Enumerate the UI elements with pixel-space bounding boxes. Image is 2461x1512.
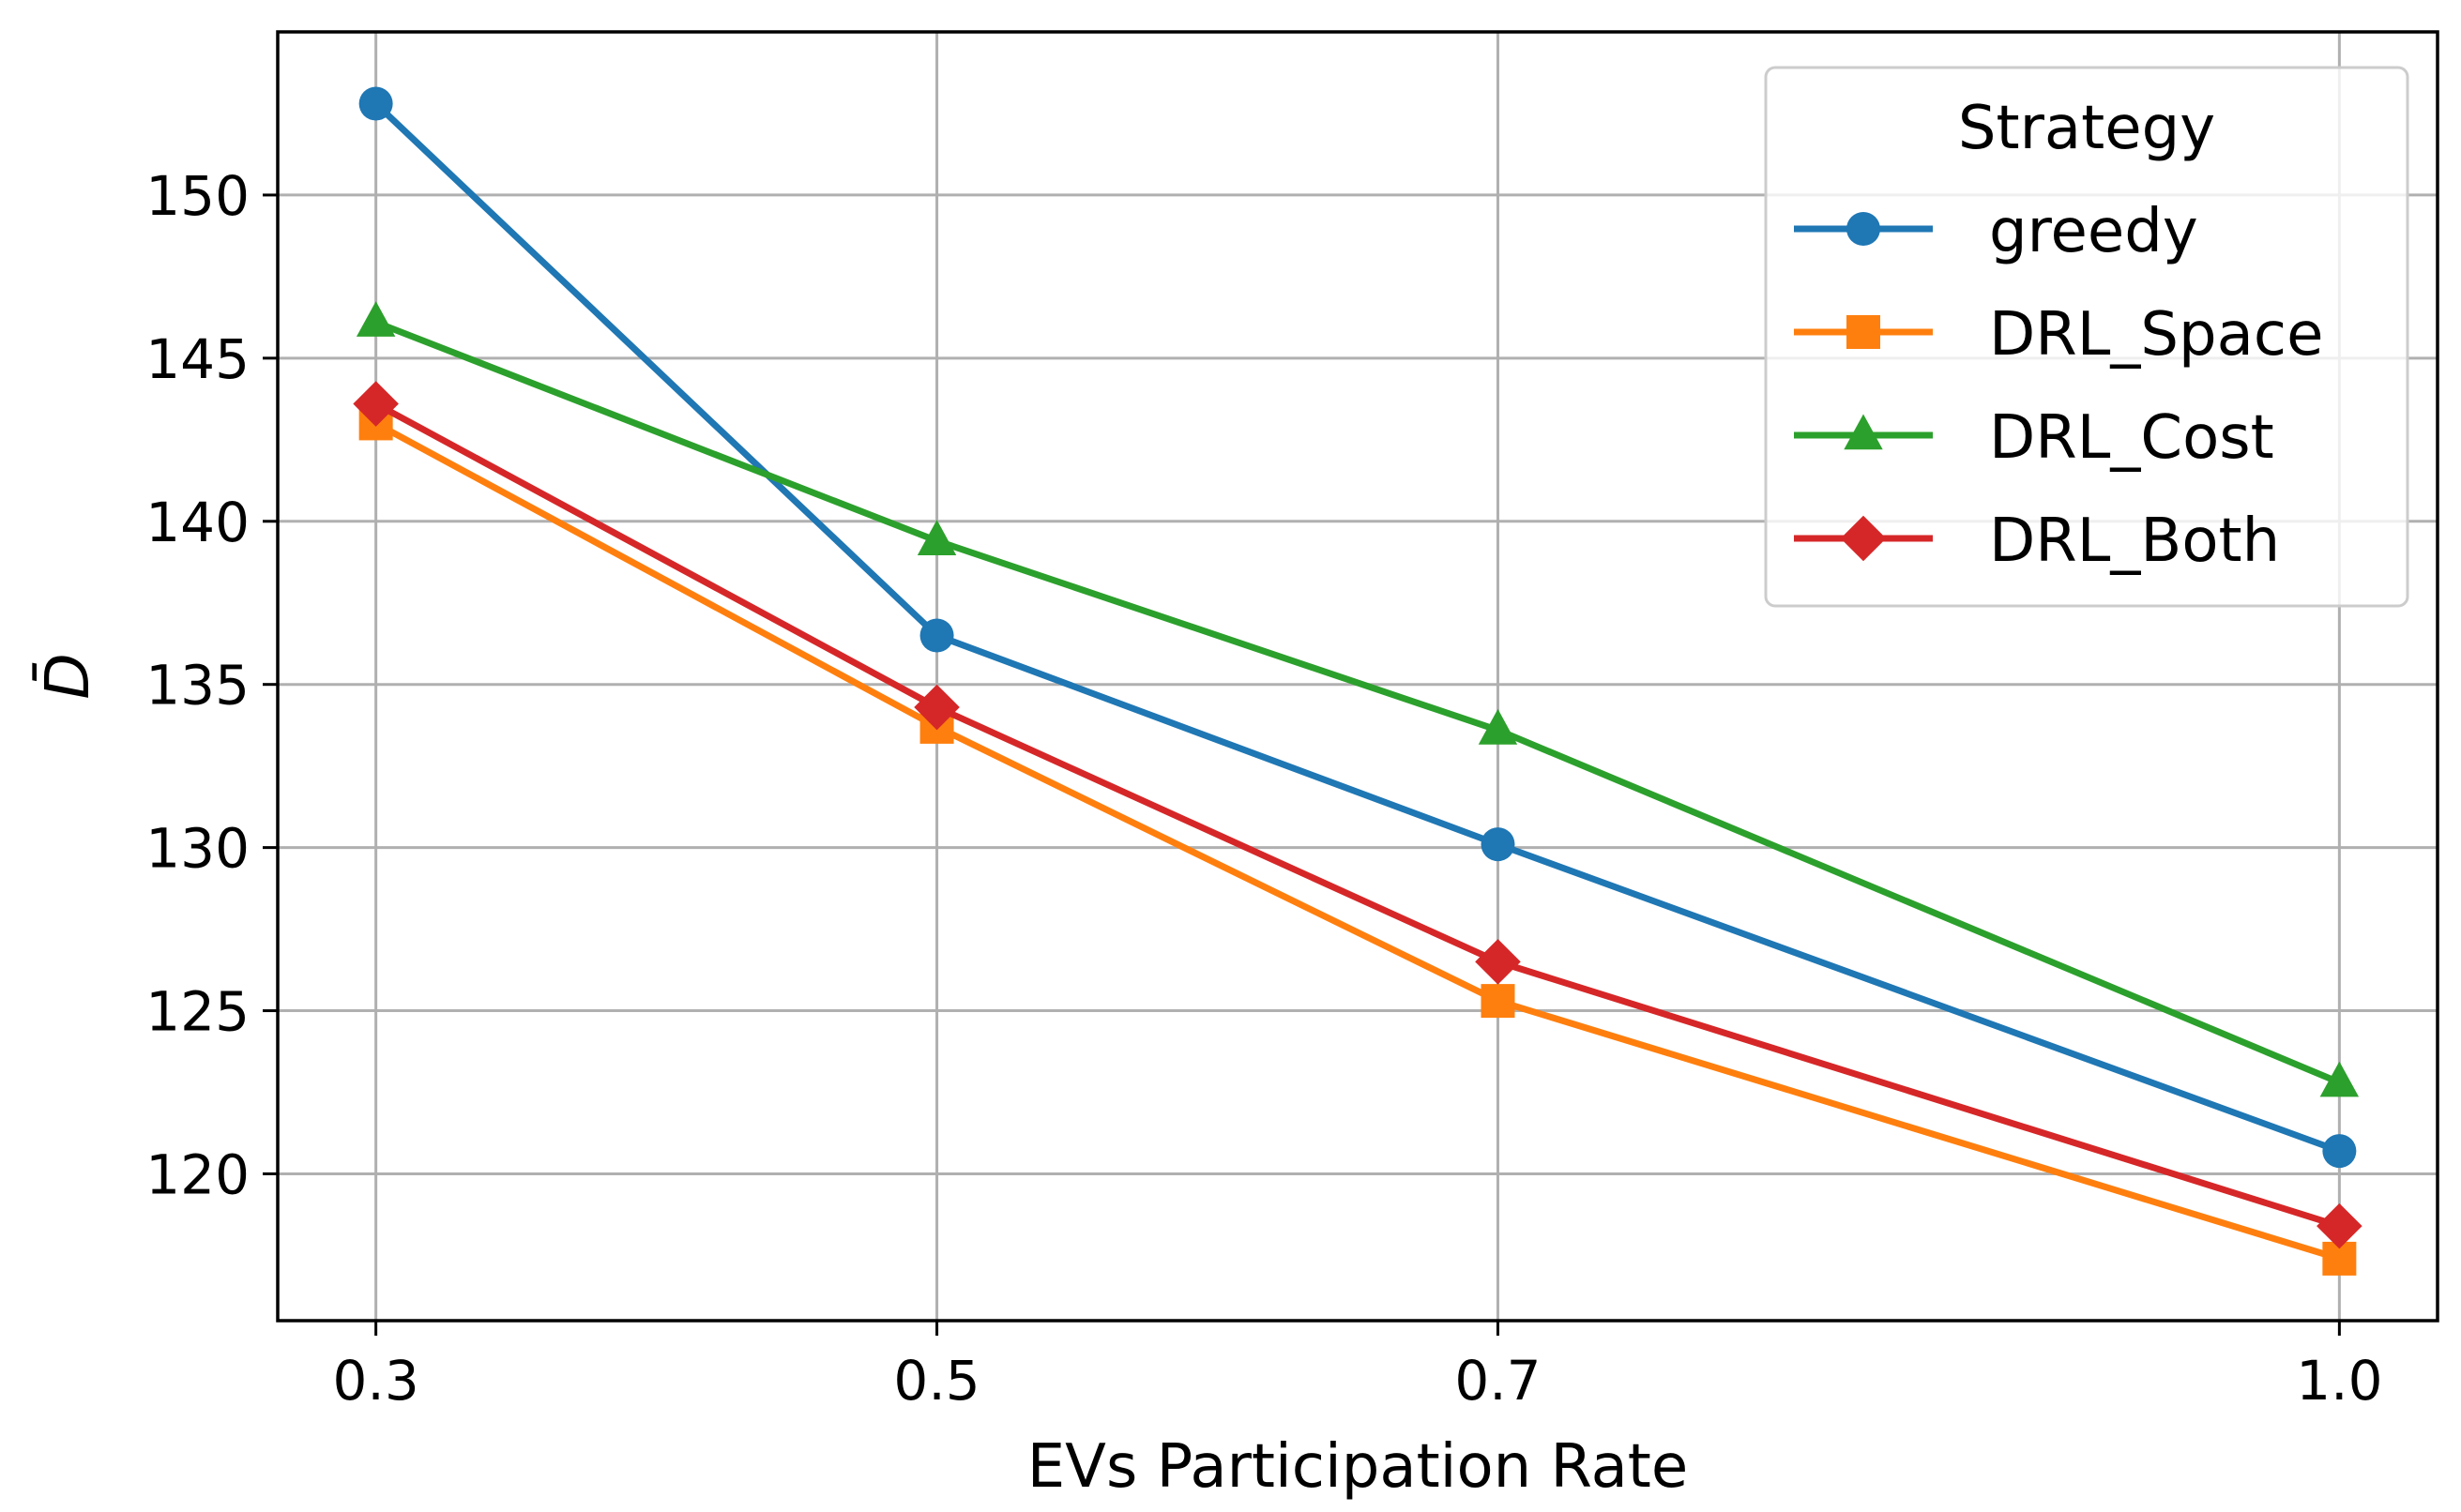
legend-label: greedy [1989,197,2198,266]
series-line [373,100,2341,1155]
legend-title: Strategy [1958,94,2215,163]
y-tick-label: 125 [145,980,250,1044]
legend: Strategy greedy DRL_Space DRL_Cost DRL_Both [1764,66,2409,608]
legend-marker [1846,212,1880,246]
series-DRL_Cost [356,301,2360,1097]
y-tick-label: 150 [145,164,250,228]
y-tick-label: 145 [145,327,250,391]
legend-label: DRL_Both [1989,507,2280,576]
y-tick-label: 140 [145,491,250,554]
data-point [917,520,957,555]
x-axis-label: EVs Participation Rate [1027,1432,1689,1502]
legend-entry: greedy [1794,197,2198,266]
legend-entry: DRL_Cost [1794,403,2274,473]
x-tick-label: 0.5 [893,1349,980,1413]
data-point [353,381,399,427]
x-tick-label: 0.3 [333,1349,419,1413]
data-point [919,618,954,653]
axis-ticks: 0.3 0.5 0.7 1.0 120 125 130 135 140 145 150 [145,164,2382,1413]
plot-frame [276,30,2439,1323]
series-DRL_Both [353,381,2362,1249]
x-tick-label: 1.0 [2296,1349,2382,1413]
series-line [373,401,2341,1230]
legend-entry: DRL_Space [1794,300,2323,370]
legend-label: DRL_Space [1989,300,2323,370]
legend-label: DRL_Cost [1989,403,2274,473]
data-point [1475,939,1521,985]
legend-entry: DRL_Both [1794,507,2280,576]
series-line [374,319,2341,1086]
data-point [358,86,393,121]
series-lines [353,86,2362,1276]
x-tick-label: 0.7 [1454,1349,1541,1413]
data-point [2319,1061,2360,1097]
legend-entries: greedy DRL_Space DRL_Cost DRL_Both [1794,197,2323,576]
y-tick-label: 135 [145,654,250,718]
data-point [2317,1202,2362,1249]
y-tick-label: 130 [145,817,250,881]
data-point [914,684,960,731]
legend-marker [1840,515,1887,562]
y-axis-label: D̄ [32,653,103,699]
legend-marker [1844,414,1883,450]
data-point [2322,1134,2357,1169]
legend-marker [1846,315,1880,349]
data-point [1478,708,1518,745]
y-tick-label: 120 [145,1142,250,1206]
series-line [373,420,2341,1263]
data-point [356,301,396,337]
data-point [1481,984,1515,1019]
series-greedy [358,86,2357,1169]
data-point [1481,827,1515,862]
legend-box [1764,66,2409,608]
